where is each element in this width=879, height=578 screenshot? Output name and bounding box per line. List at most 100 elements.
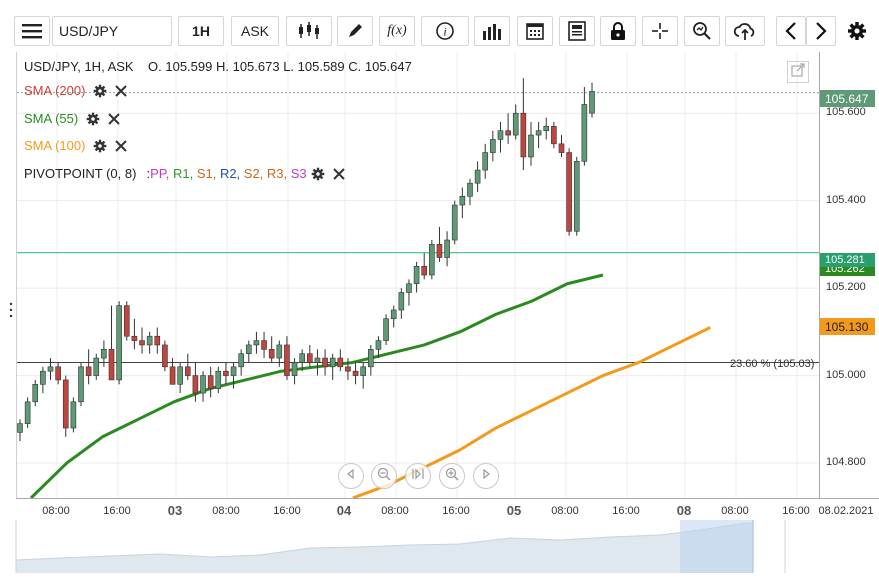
pivot-item: S1, [193, 166, 217, 181]
info-button[interactable]: i [421, 16, 469, 46]
candle-body [177, 366, 183, 385]
zoom-in-button[interactable] [439, 463, 465, 489]
bars-button[interactable] [474, 16, 510, 46]
resize-handle[interactable] [9, 302, 13, 318]
price-chart[interactable] [17, 52, 820, 500]
navigator[interactable] [0, 520, 879, 573]
crosshair-button[interactable] [642, 16, 678, 46]
lock-button[interactable] [600, 16, 636, 46]
timeframe-button[interactable]: 1H [178, 16, 224, 46]
pivot-label[interactable]: PIVOTPOINT (0, 8) [24, 166, 137, 181]
navigator-overview[interactable] [0, 520, 879, 573]
sma200-label[interactable]: SMA (200) [24, 83, 86, 98]
symbol-input[interactable]: USD/JPY [52, 16, 172, 46]
close-icon[interactable] [115, 84, 128, 97]
time-tick-label: 08:00 [721, 505, 749, 517]
gear-icon[interactable] [93, 139, 107, 153]
time-tick-label: 16:00 [103, 505, 131, 517]
candles [17, 78, 595, 442]
time-tick-label: 16:00 [782, 505, 810, 517]
settings-button[interactable] [842, 16, 872, 46]
candle-body [535, 130, 542, 136]
sma55-label[interactable]: SMA (55) [24, 111, 79, 126]
time-tick-label: 04 [336, 503, 352, 518]
fx-icon: f(x) [387, 23, 407, 38]
candle-body [108, 349, 115, 381]
zoom-button[interactable] [684, 16, 720, 46]
close-icon[interactable] [108, 112, 120, 125]
close-icon[interactable] [115, 139, 128, 152]
pivot-price-tag: 105.281 [820, 253, 875, 267]
gear-icon[interactable] [311, 167, 325, 181]
arrow-left-icon [345, 467, 357, 485]
price-tick-label: 105.200 [826, 281, 866, 294]
sma100-label[interactable]: SMA (100) [24, 138, 86, 153]
scroll-right-button[interactable] [806, 16, 836, 46]
time-tick-label: 08.02.2021 [818, 505, 874, 517]
calendar-button[interactable] [517, 16, 553, 46]
candle-body [55, 366, 61, 381]
gear-icon[interactable] [93, 84, 107, 98]
indicator-button[interactable]: f(x) [379, 16, 415, 46]
news-icon [568, 21, 586, 41]
candle-body [551, 126, 557, 145]
candle-body [497, 130, 504, 140]
candle-body [299, 353, 305, 363]
candle-body [337, 357, 344, 368]
chart-area[interactable] [16, 52, 820, 500]
candle-body [192, 375, 199, 394]
pivot-item: R2, [216, 166, 241, 181]
candle-body [268, 349, 275, 359]
news-button[interactable] [559, 16, 595, 46]
upload-button[interactable] [725, 16, 765, 46]
candle-body [146, 335, 153, 346]
candle-body [291, 362, 298, 376]
candle-body [467, 182, 473, 197]
gear-icon[interactable] [86, 112, 100, 126]
gear-icon [847, 21, 867, 41]
zoom-in-icon [445, 467, 459, 486]
chevron-left-icon [785, 22, 797, 40]
price-tick-label: 105.400 [826, 193, 866, 206]
zoom-out-button[interactable] [371, 463, 397, 489]
sma100-price-tag: 105.130 [820, 318, 875, 335]
candle-body [24, 401, 31, 424]
candle-body [421, 265, 428, 276]
candle-body [93, 357, 100, 376]
candle-body [32, 384, 39, 403]
candle-body [566, 152, 572, 232]
candle-body [573, 161, 580, 232]
candle-body [581, 104, 588, 162]
candle-body [261, 340, 267, 350]
candle-body [345, 366, 351, 372]
time-tick-label: 08:00 [42, 505, 70, 517]
candle-body [406, 283, 412, 293]
candle-body [482, 152, 489, 171]
zoom-out-icon [377, 467, 391, 486]
candle-body [520, 112, 527, 158]
legend-sma55: SMA (55) [24, 111, 120, 126]
candle-body [589, 91, 595, 114]
price-type-button[interactable]: ASK [231, 16, 279, 46]
candle-body [230, 366, 237, 376]
toolbar: USD/JPY 1H ASK f(x) i [0, 0, 879, 52]
reset-zoom-button[interactable] [405, 463, 431, 489]
candle-type-icon [297, 22, 321, 40]
time-tick-label: 08:00 [551, 505, 579, 517]
candle-body [223, 370, 229, 376]
menu-button[interactable] [14, 16, 50, 46]
candle-body [368, 349, 374, 368]
candle-body [169, 366, 176, 385]
scroll-forward-button[interactable] [473, 463, 499, 489]
pivot-item: S2, [240, 166, 264, 181]
candle-body [200, 375, 206, 394]
candle-type-button[interactable] [286, 16, 332, 46]
popout-button[interactable] [787, 61, 809, 83]
scroll-back-button[interactable] [338, 463, 364, 489]
draw-button[interactable] [337, 16, 373, 46]
last-price-tag: 105.647 [820, 90, 875, 107]
scroll-left-button[interactable] [776, 16, 806, 46]
candle-body [62, 379, 69, 429]
close-icon[interactable] [332, 167, 345, 180]
time-tick-label: 05 [506, 503, 522, 518]
